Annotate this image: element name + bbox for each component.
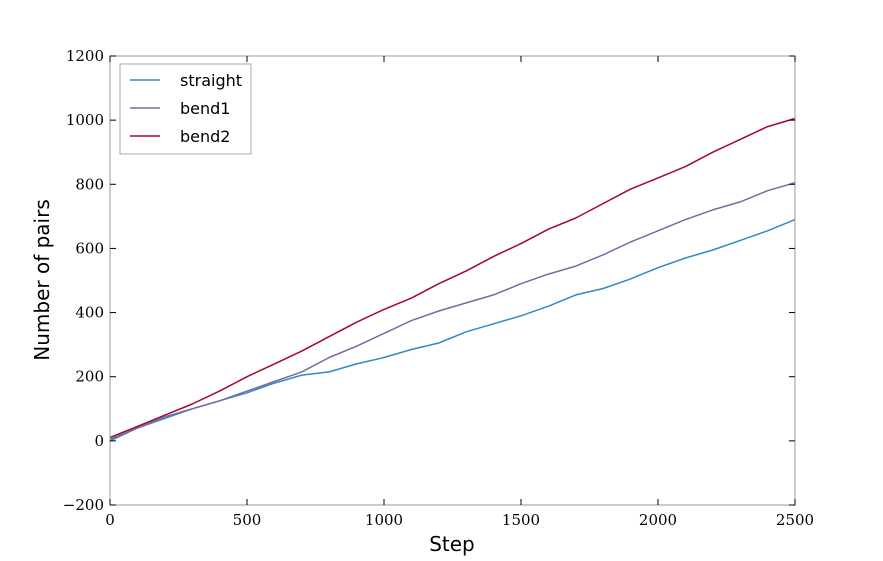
series-line-bend1 <box>109 181 796 440</box>
y-tick-label: 800 <box>75 175 104 193</box>
x-axis-title: Step <box>429 532 475 556</box>
y-axis-title: Number of pairs <box>30 199 54 360</box>
y-tick-label: 200 <box>75 368 104 386</box>
legend-label-bend2: bend2 <box>180 127 230 146</box>
ticks-layer: 0 500 1000 1500 2000 2500−2000200400600800100… <box>63 47 814 529</box>
legend-label-bend1: bend1 <box>180 99 230 118</box>
legend-box <box>119 63 252 155</box>
y-tick-label: 1000 <box>66 111 104 129</box>
y-tick-label: 400 <box>75 304 104 322</box>
x-tick-label: 1000 <box>365 511 403 529</box>
plot-frame <box>109 55 796 506</box>
x-tick-label: 500 <box>233 511 262 529</box>
x-tick-label: 2000 <box>639 511 677 529</box>
series-line-bend2 <box>109 117 796 439</box>
y-tick-label: 0 <box>94 432 104 450</box>
legend: straight bend1 bend2 <box>119 63 252 155</box>
x-tick-label: 1500 <box>502 511 540 529</box>
x-tick-label: 0 <box>105 511 115 529</box>
y-tick-label: 1200 <box>66 47 104 65</box>
legend-label-straight: straight <box>180 71 242 90</box>
y-tick-label: −200 <box>63 496 104 514</box>
y-tick-label: 600 <box>75 239 104 257</box>
series-layer <box>109 117 796 442</box>
x-tick-label: 2500 <box>776 511 814 529</box>
